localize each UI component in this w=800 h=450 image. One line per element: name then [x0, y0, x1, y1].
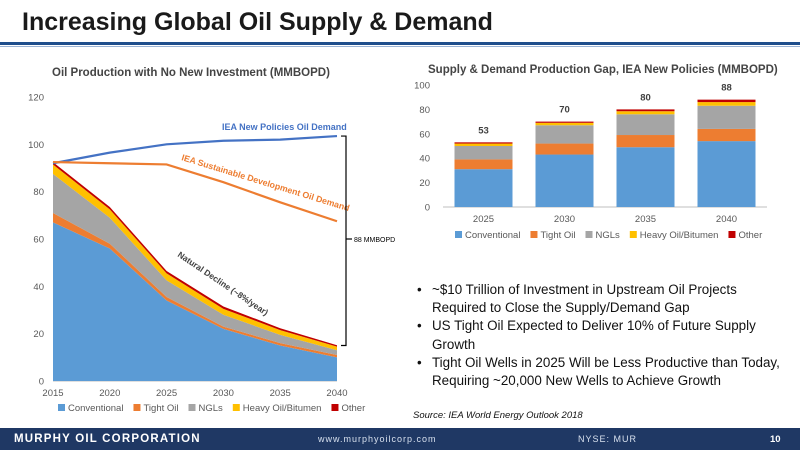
left-x-tick-label: 2015 [42, 388, 63, 399]
left-x-tick-label: 2040 [326, 388, 347, 399]
footer-ticker: NYSE: MUR [578, 434, 638, 444]
bar-total-label: 80 [640, 92, 651, 103]
bullet-item: Tight Oil Wells in 2025 Will be Less Pro… [413, 354, 793, 390]
left-legend-label: Other [341, 403, 365, 414]
right-legend-swatch [629, 231, 637, 238]
gap-label: 88 MMBOPD [354, 237, 395, 244]
left-chart-title: Oil Production with No New Investment (M… [52, 67, 330, 79]
left-legend-label: Conventional [68, 403, 123, 414]
left-legend-label: NGLs [199, 403, 224, 414]
right-x-tick-label: 2035 [635, 214, 656, 225]
left-legend-swatch [188, 404, 196, 411]
bar-segment-heavy-oil-bitumen [697, 102, 756, 106]
left-legend-label: Tight Oil [143, 403, 178, 414]
left-y-tick-label: 80 [33, 187, 44, 198]
right-legend-label: Heavy Oil/Bitumen [640, 230, 719, 241]
bullet-item: ~$10 Trillion of Investment in Upstream … [413, 281, 793, 317]
area-series-conventional [53, 222, 337, 381]
left-x-tick-label: 2020 [99, 388, 120, 399]
right-chart-title: Supply & Demand Production Gap, IEA New … [428, 64, 778, 76]
bar-segment-other [616, 109, 675, 112]
title-divider-thin [0, 46, 800, 47]
bar-segment-tight-oil [454, 159, 513, 170]
right-y-tick-label: 20 [419, 178, 430, 189]
footer-bar: MURPHY OIL CORPORATION www.murphyoilcorp… [0, 428, 800, 450]
key-points-list: ~$10 Trillion of Investment in Upstream … [413, 281, 793, 390]
right-y-tick-label: 0 [425, 203, 430, 214]
bar-segment-tight-oil [697, 128, 756, 142]
right-x-tick-label: 2040 [716, 214, 737, 225]
right-legend-label: NGLs [596, 230, 621, 241]
left-x-tick-label: 2030 [213, 388, 234, 399]
bar-segment-ngls [697, 105, 756, 129]
page-title: Increasing Global Oil Supply & Demand [22, 8, 493, 36]
bar-segment-ngls [454, 146, 513, 160]
left-legend-swatch [331, 404, 339, 411]
page-number: 10 [770, 434, 781, 445]
right-legend-swatch [530, 231, 538, 238]
bar-total-label: 88 [721, 83, 732, 94]
sustainable-label: IEA Sustainable Development Oil Demand [180, 152, 350, 213]
left-legend-swatch [133, 404, 141, 411]
demand-line-iea-new-policies-oil-demand [52, 134, 338, 165]
right-x-tick-label: 2025 [473, 214, 494, 225]
bar-segment-conventional [535, 154, 594, 207]
bar-segment-other [535, 121, 594, 123]
right-legend-swatch [728, 231, 736, 238]
demand-line-iea-sustainable-development-oil-demand [52, 160, 338, 223]
right-y-tick-label: 40 [419, 154, 430, 165]
right-legend-label: Other [738, 230, 762, 241]
left-legend-swatch [232, 404, 240, 411]
bar-segment-other [697, 99, 756, 103]
left-legend-label: Heavy Oil/Bitumen [243, 403, 322, 414]
footer-company: MURPHY OIL CORPORATION [14, 433, 201, 445]
title-divider [0, 42, 800, 45]
right-x-tick-label: 2030 [554, 214, 575, 225]
right-legend-swatch [455, 231, 462, 238]
bar-segment-tight-oil [535, 143, 594, 155]
new-policies-label: IEA New Policies Oil Demand [222, 122, 347, 132]
left-y-tick-label: 60 [33, 235, 44, 246]
left-y-tick-label: 120 [28, 93, 44, 104]
bar-segment-ngls [616, 114, 675, 136]
right-y-tick-label: 60 [419, 129, 430, 140]
bar-segment-heavy-oil-bitumen [454, 143, 513, 146]
bullet-item: US Tight Oil Expected to Deliver 10% of … [413, 317, 793, 353]
left-y-tick-label: 40 [33, 282, 44, 293]
source-note: Source: IEA World Energy Outlook 2018 [413, 410, 583, 421]
left-legend-swatch [58, 404, 65, 411]
bar-segment-other [454, 142, 513, 144]
bar-segment-ngls [535, 125, 594, 144]
bar-segment-heavy-oil-bitumen [616, 111, 675, 115]
right-y-tick-label: 80 [419, 105, 430, 116]
left-x-tick-label: 2025 [156, 388, 177, 399]
footer-website[interactable]: www.murphyoilcorp.com [318, 434, 437, 444]
right-legend-swatch [585, 231, 593, 238]
left-y-tick-label: 100 [28, 140, 44, 151]
bar-segment-heavy-oil-bitumen [535, 122, 594, 126]
left-x-tick-label: 2035 [270, 388, 291, 399]
gap-bar-chart: 020406080100532025702030802035882040Conv… [414, 81, 767, 241]
bar-total-label: 53 [478, 125, 489, 136]
right-legend-label: Conventional [465, 230, 520, 241]
bar-segment-conventional [454, 169, 513, 207]
left-y-tick-label: 0 [39, 377, 44, 388]
bar-segment-conventional [697, 141, 756, 207]
right-y-tick-label: 100 [414, 81, 430, 92]
bar-segment-tight-oil [616, 135, 675, 148]
right-legend-label: Tight Oil [540, 230, 575, 241]
left-y-tick-label: 20 [33, 329, 44, 340]
gap-bracket [341, 135, 347, 347]
bar-segment-conventional [616, 147, 675, 207]
bar-total-label: 70 [559, 105, 570, 116]
